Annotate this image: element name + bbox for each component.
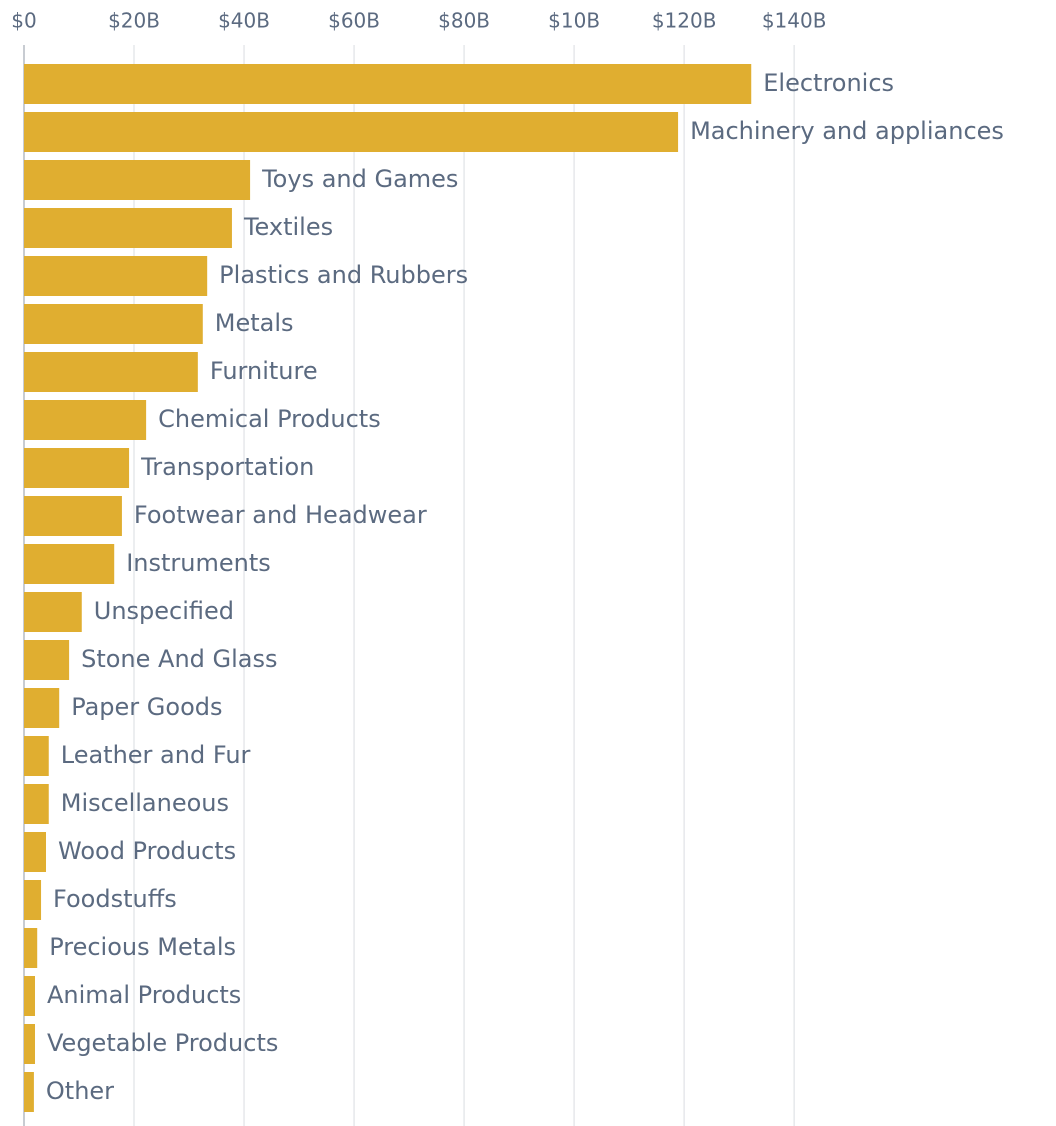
category-label: Textiles [243, 213, 333, 241]
bar [24, 736, 49, 776]
bar [24, 784, 49, 824]
x-tick-label: $40B [218, 9, 270, 33]
bar [24, 592, 82, 632]
x-tick-label: $120B [652, 9, 717, 33]
category-label: Other [46, 1077, 114, 1105]
bar [24, 976, 36, 1016]
category-label: Wood Products [58, 837, 236, 865]
category-label: Footwear and Headwear [134, 501, 427, 529]
category-label: Machinery and appliances [690, 117, 1004, 145]
category-label: Paper Goods [71, 693, 222, 721]
category-label: Instruments [126, 549, 271, 577]
category-label: Miscellaneous [61, 789, 229, 817]
category-label: Stone And Glass [81, 645, 277, 673]
bar [24, 304, 203, 344]
x-tick-label: $20B [108, 9, 160, 33]
category-label: Animal Products [47, 981, 241, 1009]
bar [24, 208, 232, 248]
bar [24, 400, 147, 440]
category-label: Chemical Products [158, 405, 381, 433]
bar [24, 928, 38, 968]
bar [24, 1072, 34, 1112]
bar [24, 640, 70, 680]
bar [24, 256, 208, 296]
category-label: Furniture [210, 357, 318, 385]
category-label: Unspecified [94, 597, 234, 625]
category-label: Leather and Fur [61, 741, 251, 769]
category-label: Plastics and Rubbers [219, 261, 468, 289]
x-tick-label: $10B [548, 9, 600, 33]
category-label: Vegetable Products [47, 1029, 278, 1057]
bar [24, 880, 42, 920]
bar [24, 112, 679, 152]
bar [24, 160, 251, 200]
x-tick-label: $60B [328, 9, 380, 33]
x-tick-label: $80B [438, 9, 490, 33]
bar [24, 832, 47, 872]
bar [24, 1024, 36, 1064]
category-label: Foodstuffs [53, 885, 177, 913]
category-label: Metals [215, 309, 294, 337]
bar [24, 544, 115, 584]
category-label: Toys and Games [261, 165, 458, 193]
bar [24, 352, 198, 392]
x-tick-label: $0 [11, 9, 36, 33]
bar [24, 448, 130, 488]
category-label: Transportation [140, 453, 314, 481]
bar [24, 688, 60, 728]
x-tick-label: $140B [762, 9, 827, 33]
bar [24, 496, 122, 536]
category-label: Electronics [763, 69, 894, 97]
bar [24, 64, 752, 104]
category-label: Precious Metals [49, 933, 236, 961]
